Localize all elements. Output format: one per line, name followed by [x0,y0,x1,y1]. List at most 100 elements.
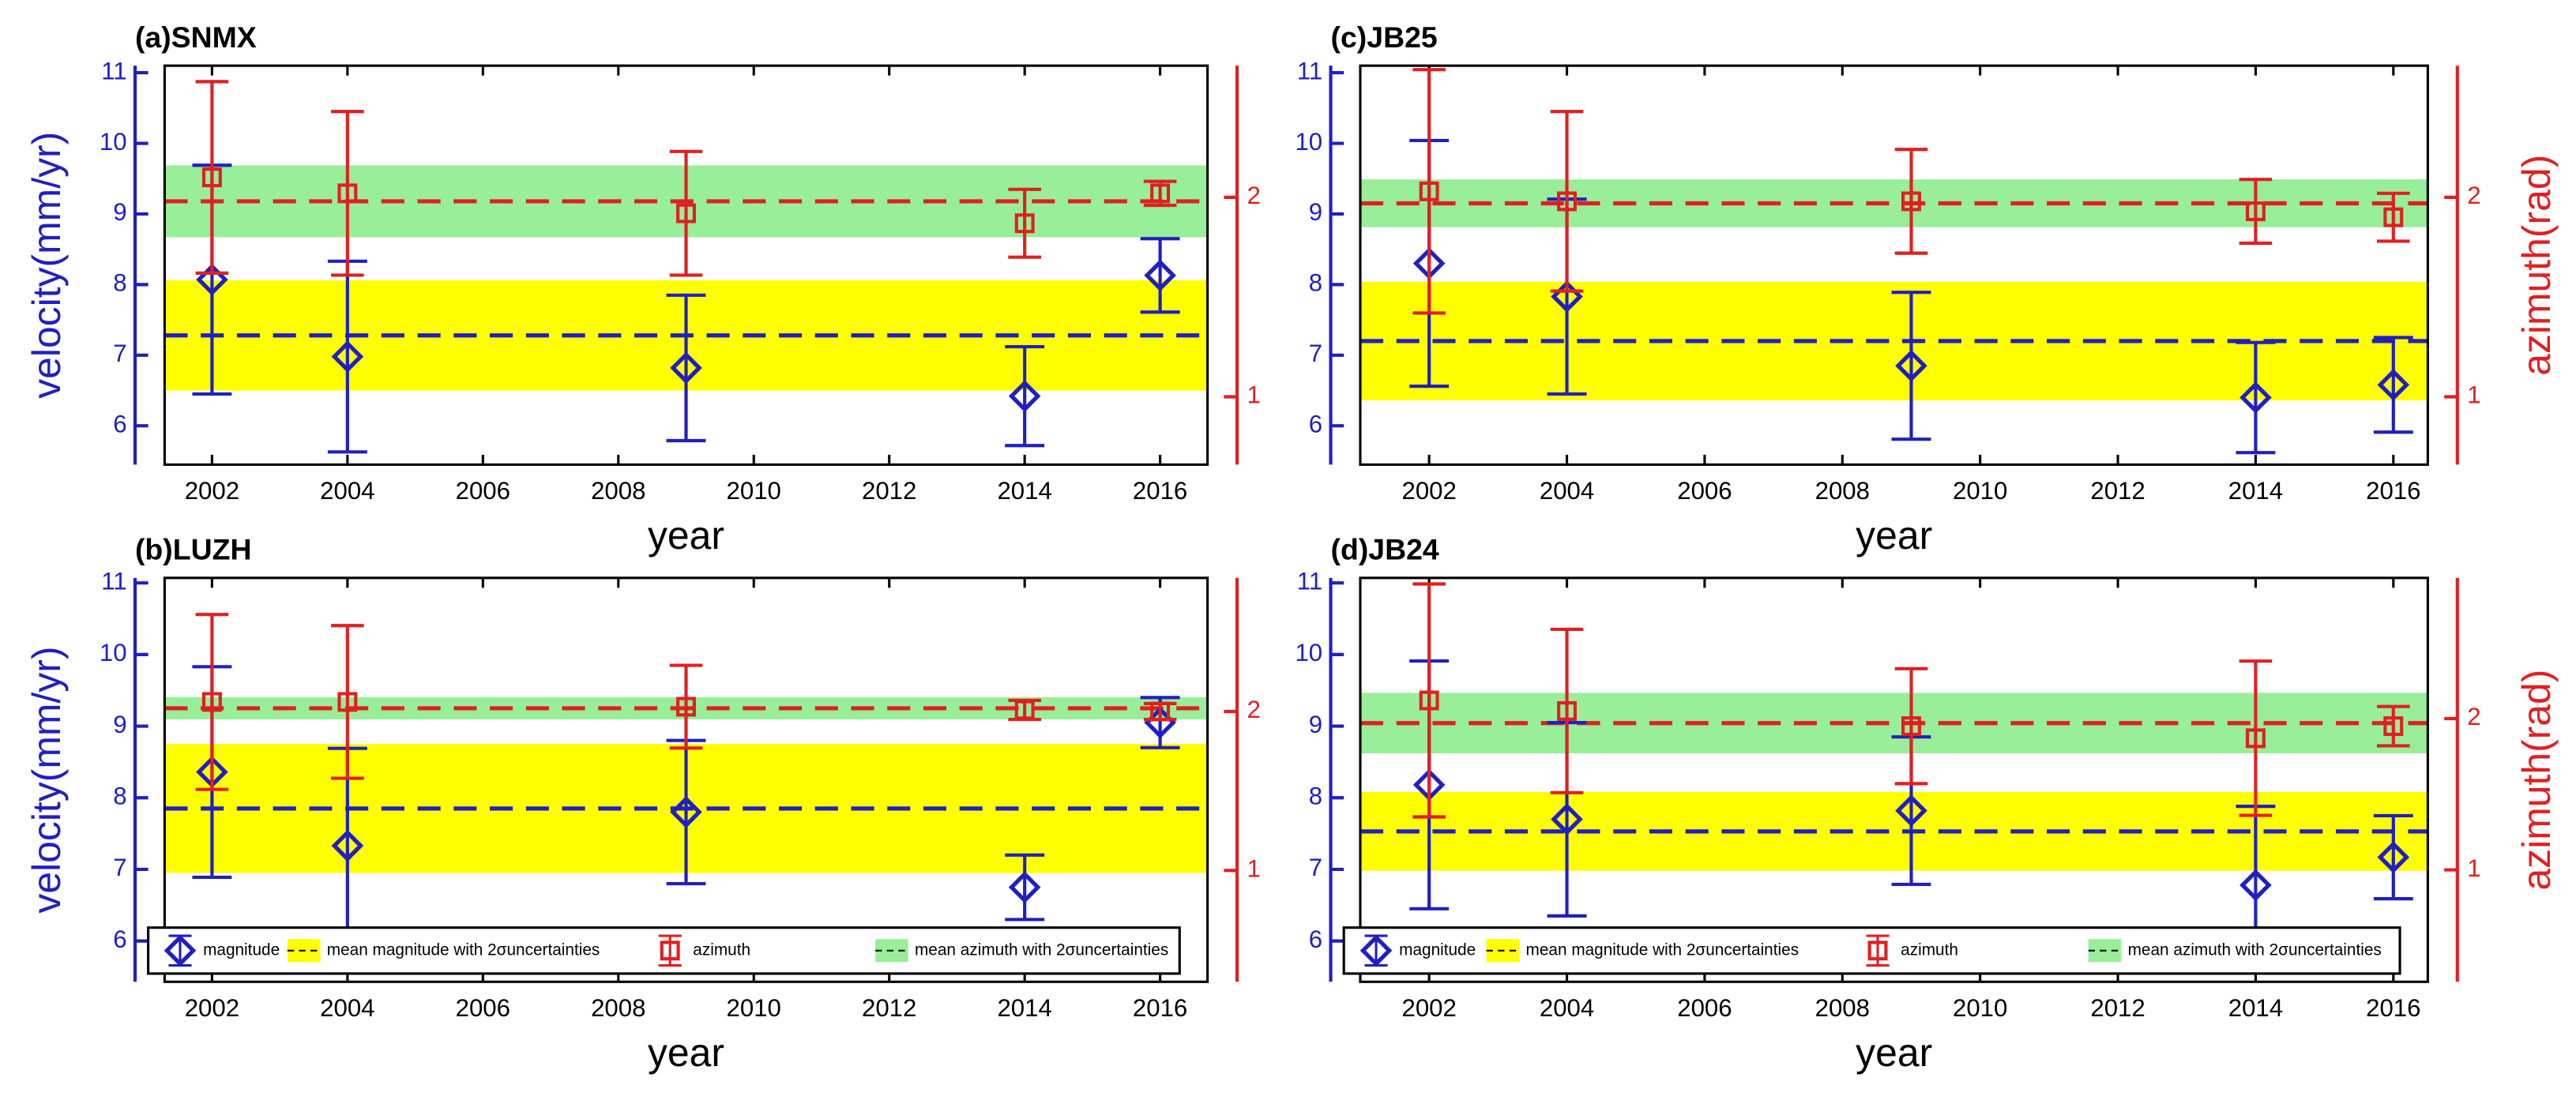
x-tick-label: 2010 [727,994,781,1022]
panel-title: (b)LUZH [135,532,252,565]
error-bar [195,80,229,275]
data-point [1144,259,1176,292]
error-bar [1005,853,1045,922]
data-point [1014,700,1035,720]
data-point [1557,700,1578,721]
x-tick-label: 2014 [997,477,1051,505]
x-axis-label: year [1856,513,1932,558]
data-point [1008,380,1041,412]
y-tick-label: 7 [113,340,126,367]
plot-frame [163,64,1209,466]
legend-marker [660,940,680,961]
plot-frame [1359,64,2429,466]
x-tick-label: 2010 [1953,994,2007,1022]
y-tick-label: 10 [100,639,127,666]
error-bar [666,293,706,443]
y-tick-label: 7 [1309,854,1322,881]
y-tick-label: 11 [1297,567,1322,595]
y2-tick-label: 1 [2467,381,2480,409]
error-bar [1412,68,1446,315]
y-tick-label: 7 [113,854,126,881]
data-point [2245,201,2266,222]
x-tick-label: 2004 [320,477,374,505]
x-tick-label: 2004 [320,994,374,1022]
data-point [1419,181,1439,201]
data-point [2383,207,2404,227]
data-point [2383,716,2404,737]
data-point [1551,803,1583,835]
error-bar [1008,187,1041,259]
x-tick-label: 2008 [591,477,645,505]
data-point [670,796,702,828]
data-point [337,183,358,204]
data-point [670,351,702,385]
x-tick-label: 2016 [2366,477,2420,505]
y-axis-label: velocity(mm/yr) [24,132,69,399]
data-point [1150,701,1171,722]
error-bar [669,149,703,277]
y-tick-label: 6 [1309,925,1322,953]
data-point [1901,191,1921,212]
x-tick-label: 2016 [2366,994,2420,1022]
data-point [331,340,364,373]
data-point [1419,690,1439,711]
legend-marker [164,934,197,967]
panel-title: (d)JB24 [1331,532,1439,565]
legend-label: mean magnitude with 2σuncertainties [327,940,600,959]
x-tick-label: 2008 [1815,477,1870,505]
error-bar [331,624,364,780]
x-tick-label: 2004 [1540,477,1594,505]
y-tick-label: 8 [113,782,126,809]
error-bar [669,663,703,750]
x-tick-label: 2002 [1401,477,1456,505]
legend-label: mean magnitude with 2σuncertainties [1526,940,1799,959]
data-point [201,167,222,188]
data-point [2377,369,2410,401]
error-bar [195,613,229,791]
y2-tick-label: 1 [1247,381,1261,409]
y-tick-label: 7 [1309,340,1322,367]
legend-label: azimuth [1901,940,1958,959]
plot-frame [1359,576,2429,983]
y-tick-label: 6 [113,925,126,953]
y-tick-label: 10 [1295,128,1322,156]
data-point [2377,841,2410,873]
x-tick-label: 2014 [2228,477,2283,505]
x-tick-label: 2006 [456,477,510,505]
x-axis-label: year [648,1031,724,1075]
data-point [196,263,228,296]
data-point [2239,381,2272,414]
y-tick-label: 10 [1295,639,1322,666]
y2-tick-label: 2 [2467,703,2480,730]
legend-label: azimuth [693,940,750,959]
error-bar [1550,110,1584,293]
legend-label: magnitude [1399,940,1476,959]
y-tick-label: 6 [113,410,126,437]
legend-label: mean azimuth with 2σuncertainties [2128,940,2382,959]
y-tick-label: 9 [113,711,126,738]
data-point [1150,183,1171,204]
x-axis-label: year [1856,1031,1932,1075]
x-tick-label: 2012 [2090,994,2145,1022]
data-point [2239,869,2272,902]
y2-tick-label: 2 [1247,696,1261,723]
panel-title: (a)SNMX [135,21,257,54]
error-bar [1894,148,1928,255]
error-bar [1412,582,1446,819]
x-tick-label: 2002 [185,477,239,505]
x-tick-label: 2008 [1815,994,1870,1022]
legend-label: magnitude [203,940,280,959]
error-bar [1140,237,1180,314]
error-bar [2239,178,2273,246]
data-point [1008,871,1041,903]
error-bar [2236,340,2276,455]
data-point [331,829,364,862]
x-tick-label: 2006 [1677,994,1732,1022]
y-tick-label: 8 [113,269,126,297]
y-tick-label: 9 [1309,198,1322,226]
x-tick-label: 2016 [1133,477,1187,505]
y-tick-label: 9 [113,198,126,226]
x-tick-label: 2008 [591,994,645,1022]
